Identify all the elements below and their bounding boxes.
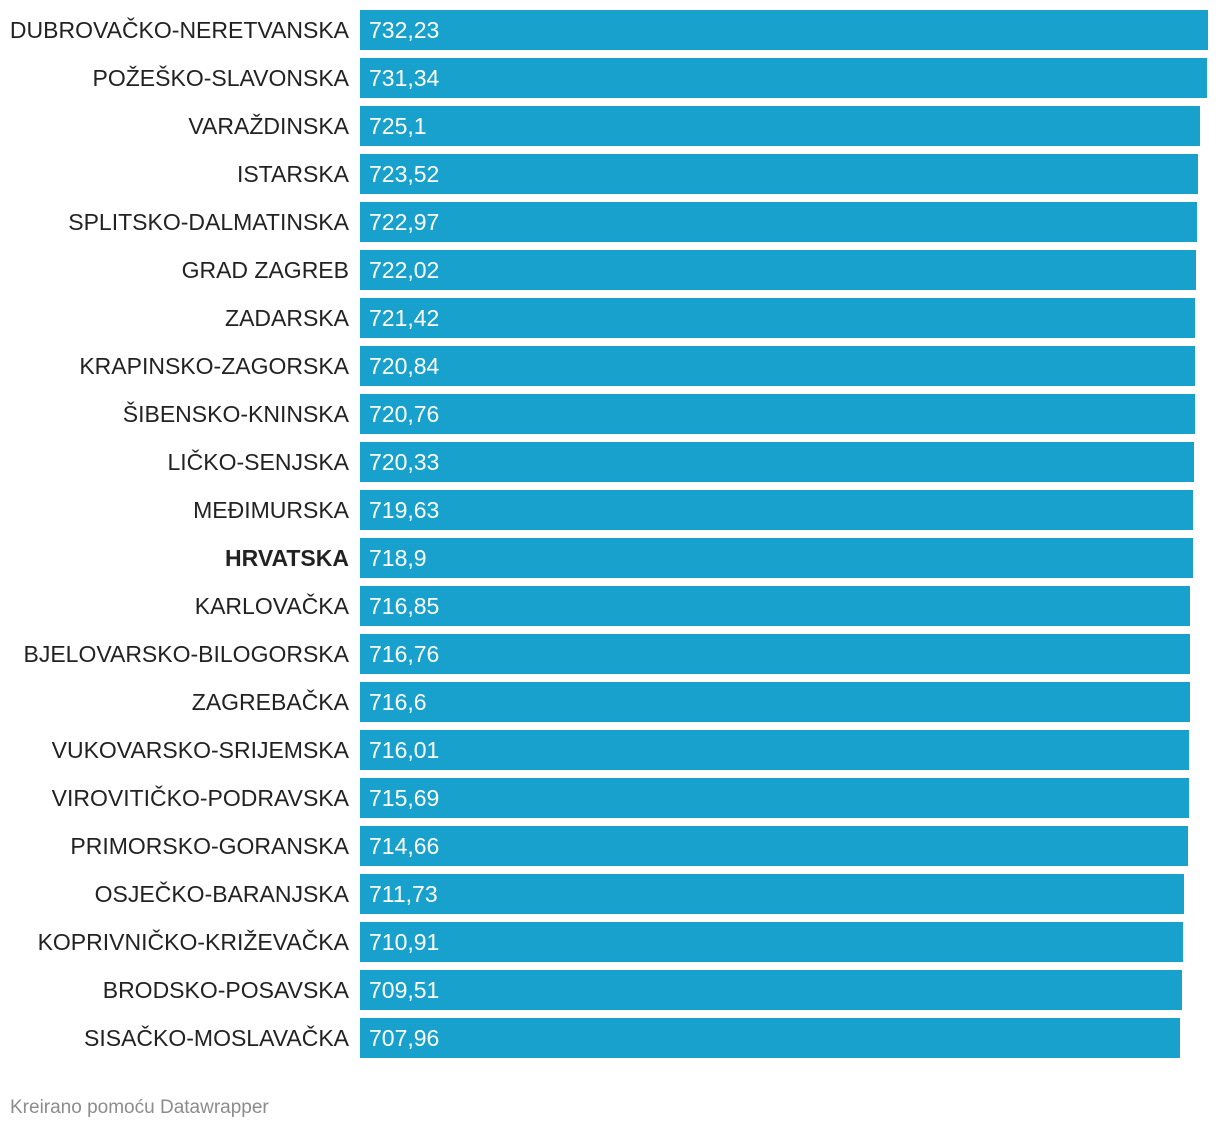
bar	[360, 298, 1195, 338]
bar-row: POŽEŠKO-SLAVONSKA 731,34	[0, 58, 1220, 98]
bar-row: LIČKO-SENJSKA 720,33	[0, 442, 1220, 482]
bar-value-label: 715,69	[369, 785, 440, 811]
bar	[360, 730, 1189, 770]
bar	[360, 250, 1196, 290]
category-label: KOPRIVNIČKO-KRIŽEVAČKA	[37, 929, 349, 955]
bar	[360, 154, 1198, 194]
bar-row: KARLOVAČKA 716,85	[0, 586, 1220, 626]
bar-row: KRAPINSKO-ZAGORSKA 720,84	[0, 346, 1220, 386]
category-label: POŽEŠKO-SLAVONSKA	[92, 65, 349, 91]
bar	[360, 682, 1190, 722]
bar-value-label: 732,23	[369, 17, 440, 43]
bar-row: HRVATSKA 718,9	[0, 538, 1220, 578]
bar-row: VUKOVARSKO-SRIJEMSKA 716,01	[0, 730, 1220, 770]
bar-row: SPLITSKO-DALMATINSKA 722,97	[0, 202, 1220, 242]
category-label: DUBROVAČKO-NERETVANSKA	[9, 17, 349, 43]
bar-value-label: 719,63	[369, 497, 440, 523]
bar-chart: DUBROVAČKO-NERETVANSKA 732,23 POŽEŠKO-SLAV…	[0, 10, 1220, 1058]
bar-value-label: 711,73	[369, 881, 438, 907]
category-label: PRIMORSKO-GORANSKA	[70, 833, 349, 859]
bar-row: BJELOVARSKO-BILOGORSKA 716,76	[0, 634, 1220, 674]
bar	[360, 586, 1190, 626]
category-label: OSJEČKO-BARANJSKA	[94, 881, 349, 907]
category-label: SISAČKO-MOSLAVAČKA	[84, 1025, 349, 1051]
bar-value-label: 721,42	[369, 305, 440, 331]
bar	[360, 346, 1195, 386]
bar-value-label: 720,33	[369, 449, 440, 475]
bar-row: KOPRIVNIČKO-KRIŽEVAČKA 710,91	[0, 922, 1220, 962]
bar	[360, 202, 1197, 242]
bar	[360, 394, 1195, 434]
bar	[360, 58, 1207, 98]
bar	[360, 778, 1189, 818]
bar-row: OSJEČKO-BARANJSKA 711,73	[0, 874, 1220, 914]
bar	[360, 442, 1194, 482]
bar-row: VARAŽDINSKA 725,1	[0, 106, 1220, 146]
category-label: BJELOVARSKO-BILOGORSKA	[23, 641, 349, 667]
category-label: ISTARSKA	[236, 161, 349, 187]
bar-row: DUBROVAČKO-NERETVANSKA 732,23	[0, 10, 1220, 50]
category-label: ZAGREBAČKA	[191, 689, 349, 715]
category-label: VUKOVARSKO-SRIJEMSKA	[51, 737, 349, 763]
category-label: LIČKO-SENJSKA	[167, 449, 350, 475]
bar-value-label: 716,01	[369, 737, 440, 763]
bar-row: BRODSKO-POSAVSKA 709,51	[0, 970, 1220, 1010]
category-label: VARAŽDINSKA	[188, 113, 349, 139]
bar-row: GRAD ZAGREB 722,02	[0, 250, 1220, 290]
bar-row: ISTARSKA 723,52	[0, 154, 1220, 194]
bar-value-label: 722,97	[369, 209, 440, 235]
bar	[360, 922, 1183, 962]
bar-row: SISAČKO-MOSLAVAČKA 707,96	[0, 1018, 1220, 1058]
bar-value-label: 722,02	[369, 257, 440, 283]
category-label: KARLOVAČKA	[194, 593, 349, 619]
bar	[360, 106, 1200, 146]
bar-value-label: 709,51	[369, 977, 440, 1003]
bar	[360, 634, 1190, 674]
bar	[360, 490, 1193, 530]
bar	[360, 10, 1208, 50]
bar-value-label: 725,1	[369, 113, 427, 139]
bar-value-label: 714,66	[369, 833, 440, 859]
footer-credit[interactable]: Kreirano pomoću Datawrapper	[10, 1097, 269, 1118]
bar-row: PRIMORSKO-GORANSKA 714,66	[0, 826, 1220, 866]
bar	[360, 874, 1184, 914]
bar-row: ŠIBENSKO-KNINSKA 720,76	[0, 394, 1220, 434]
category-label: GRAD ZAGREB	[181, 257, 349, 283]
bar-value-label: 716,76	[369, 641, 440, 667]
bar-value-label: 720,76	[369, 401, 440, 427]
category-label: SPLITSKO-DALMATINSKA	[68, 209, 349, 235]
bar-row: ZAGREBAČKA 716,6	[0, 682, 1220, 722]
bar-value-label: 707,96	[369, 1025, 440, 1051]
category-label: ZADARSKA	[225, 305, 349, 331]
category-label: KRAPINSKO-ZAGORSKA	[79, 353, 349, 379]
bar-value-label: 710,91	[369, 929, 440, 955]
bar-row: ZADARSKA 721,42	[0, 298, 1220, 338]
bar	[360, 970, 1182, 1010]
bar-value-label: 716,6	[369, 689, 427, 715]
category-label: HRVATSKA	[225, 545, 349, 571]
bar-value-label: 723,52	[369, 161, 440, 187]
bar-value-label: 718,9	[369, 545, 427, 571]
bar-value-label: 716,85	[369, 593, 440, 619]
bar-row: MEĐIMURSKA 719,63	[0, 490, 1220, 530]
category-label: BRODSKO-POSAVSKA	[102, 977, 349, 1003]
bar	[360, 826, 1188, 866]
bar	[360, 538, 1193, 578]
bar-value-label: 720,84	[369, 353, 440, 379]
bar-value-label: 731,34	[369, 65, 440, 91]
category-label: MEĐIMURSKA	[193, 497, 349, 523]
category-label: ŠIBENSKO-KNINSKA	[122, 401, 349, 427]
bar	[360, 1018, 1180, 1058]
category-label: VIROVITIČKO-PODRAVSKA	[51, 785, 349, 811]
bar-row: VIROVITIČKO-PODRAVSKA 715,69	[0, 778, 1220, 818]
